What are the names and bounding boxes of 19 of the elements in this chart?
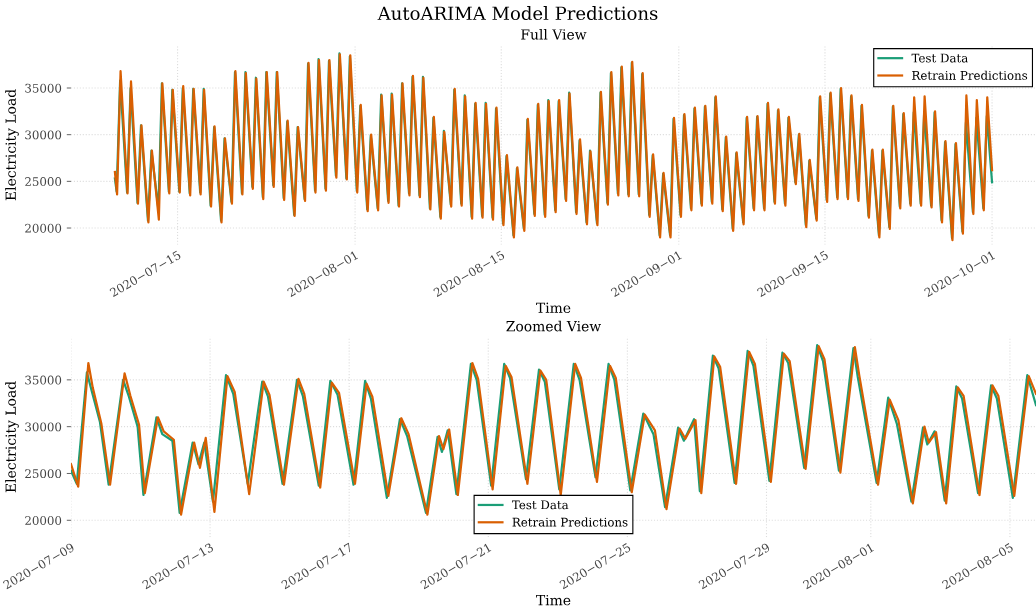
y-tick-label: 25000 — [25, 177, 62, 186]
y-tick-label: 20000 — [25, 223, 62, 233]
y-axis-title: Electricity Load — [5, 89, 19, 201]
legend-label: Test Data — [512, 500, 569, 510]
legend-label: Retrain Predictions — [512, 517, 628, 527]
y-tick-label: 35000 — [25, 375, 62, 385]
y-axis-title: Electricity Load — [5, 381, 19, 493]
y-tick-label: 25000 — [25, 469, 62, 479]
chart-title: AutoARIMA Model Predictions — [377, 6, 658, 21]
y-tick-label: 30000 — [25, 130, 62, 140]
chart-subtitle: Full View — [521, 28, 587, 40]
x-axis-title: Time — [536, 594, 571, 606]
legend-label: Test Data — [911, 53, 968, 63]
y-tick-label: 20000 — [25, 516, 62, 525]
y-tick-label: 35000 — [25, 83, 62, 93]
y-tick-label: 30000 — [25, 422, 62, 432]
x-axis-title: Time — [536, 302, 571, 314]
legend-label: Retrain Predictions — [912, 70, 1028, 80]
chart-title: Zoomed View — [506, 320, 601, 332]
